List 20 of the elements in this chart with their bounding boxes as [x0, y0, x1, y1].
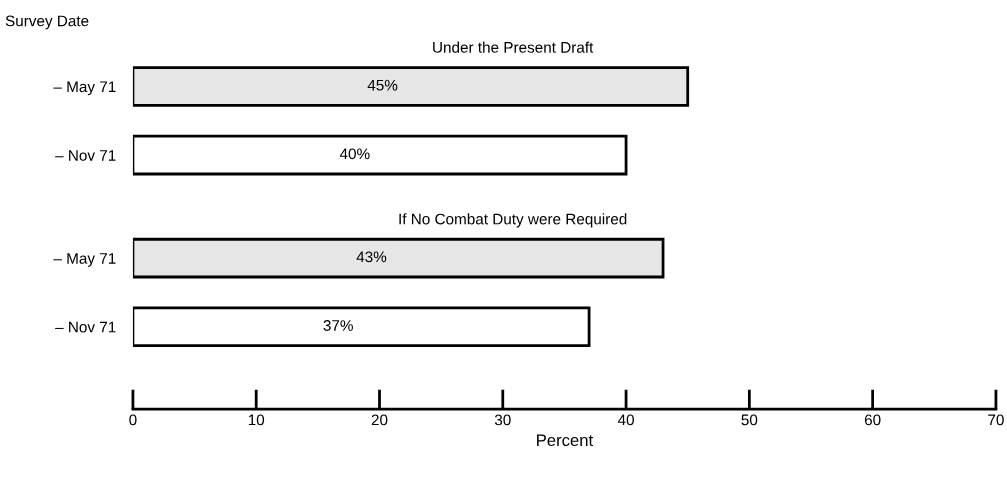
y-tick-label: – Nov 71 [55, 321, 116, 333]
data-label: 37% [323, 320, 353, 331]
x-tick-label: 30 [494, 414, 511, 426]
x-tick-label: 10 [248, 414, 265, 426]
x-tick-label: 40 [617, 414, 634, 426]
x-tick-label: 70 [988, 414, 1004, 426]
x-axis-title: Percent [537, 434, 594, 447]
y-tick-label: – Nov 71 [55, 150, 116, 161]
y-tick-label: – May 71 [53, 253, 116, 267]
x-tick-label: 50 [741, 414, 758, 426]
x-tick-label: 60 [864, 414, 881, 426]
annotation: If No Combat Duty were Required [399, 213, 627, 228]
data-label: 45% [367, 79, 398, 91]
data-label: 43% [356, 251, 387, 263]
y-tick-label: – May 71 [53, 81, 116, 96]
x-tick-label: 0 [129, 414, 137, 426]
y-axis-title: Survey Date [5, 15, 89, 30]
data-label: 40% [339, 148, 370, 160]
annotation: Under the Present Draft [433, 41, 594, 53]
x-tick-label: 20 [371, 414, 388, 426]
